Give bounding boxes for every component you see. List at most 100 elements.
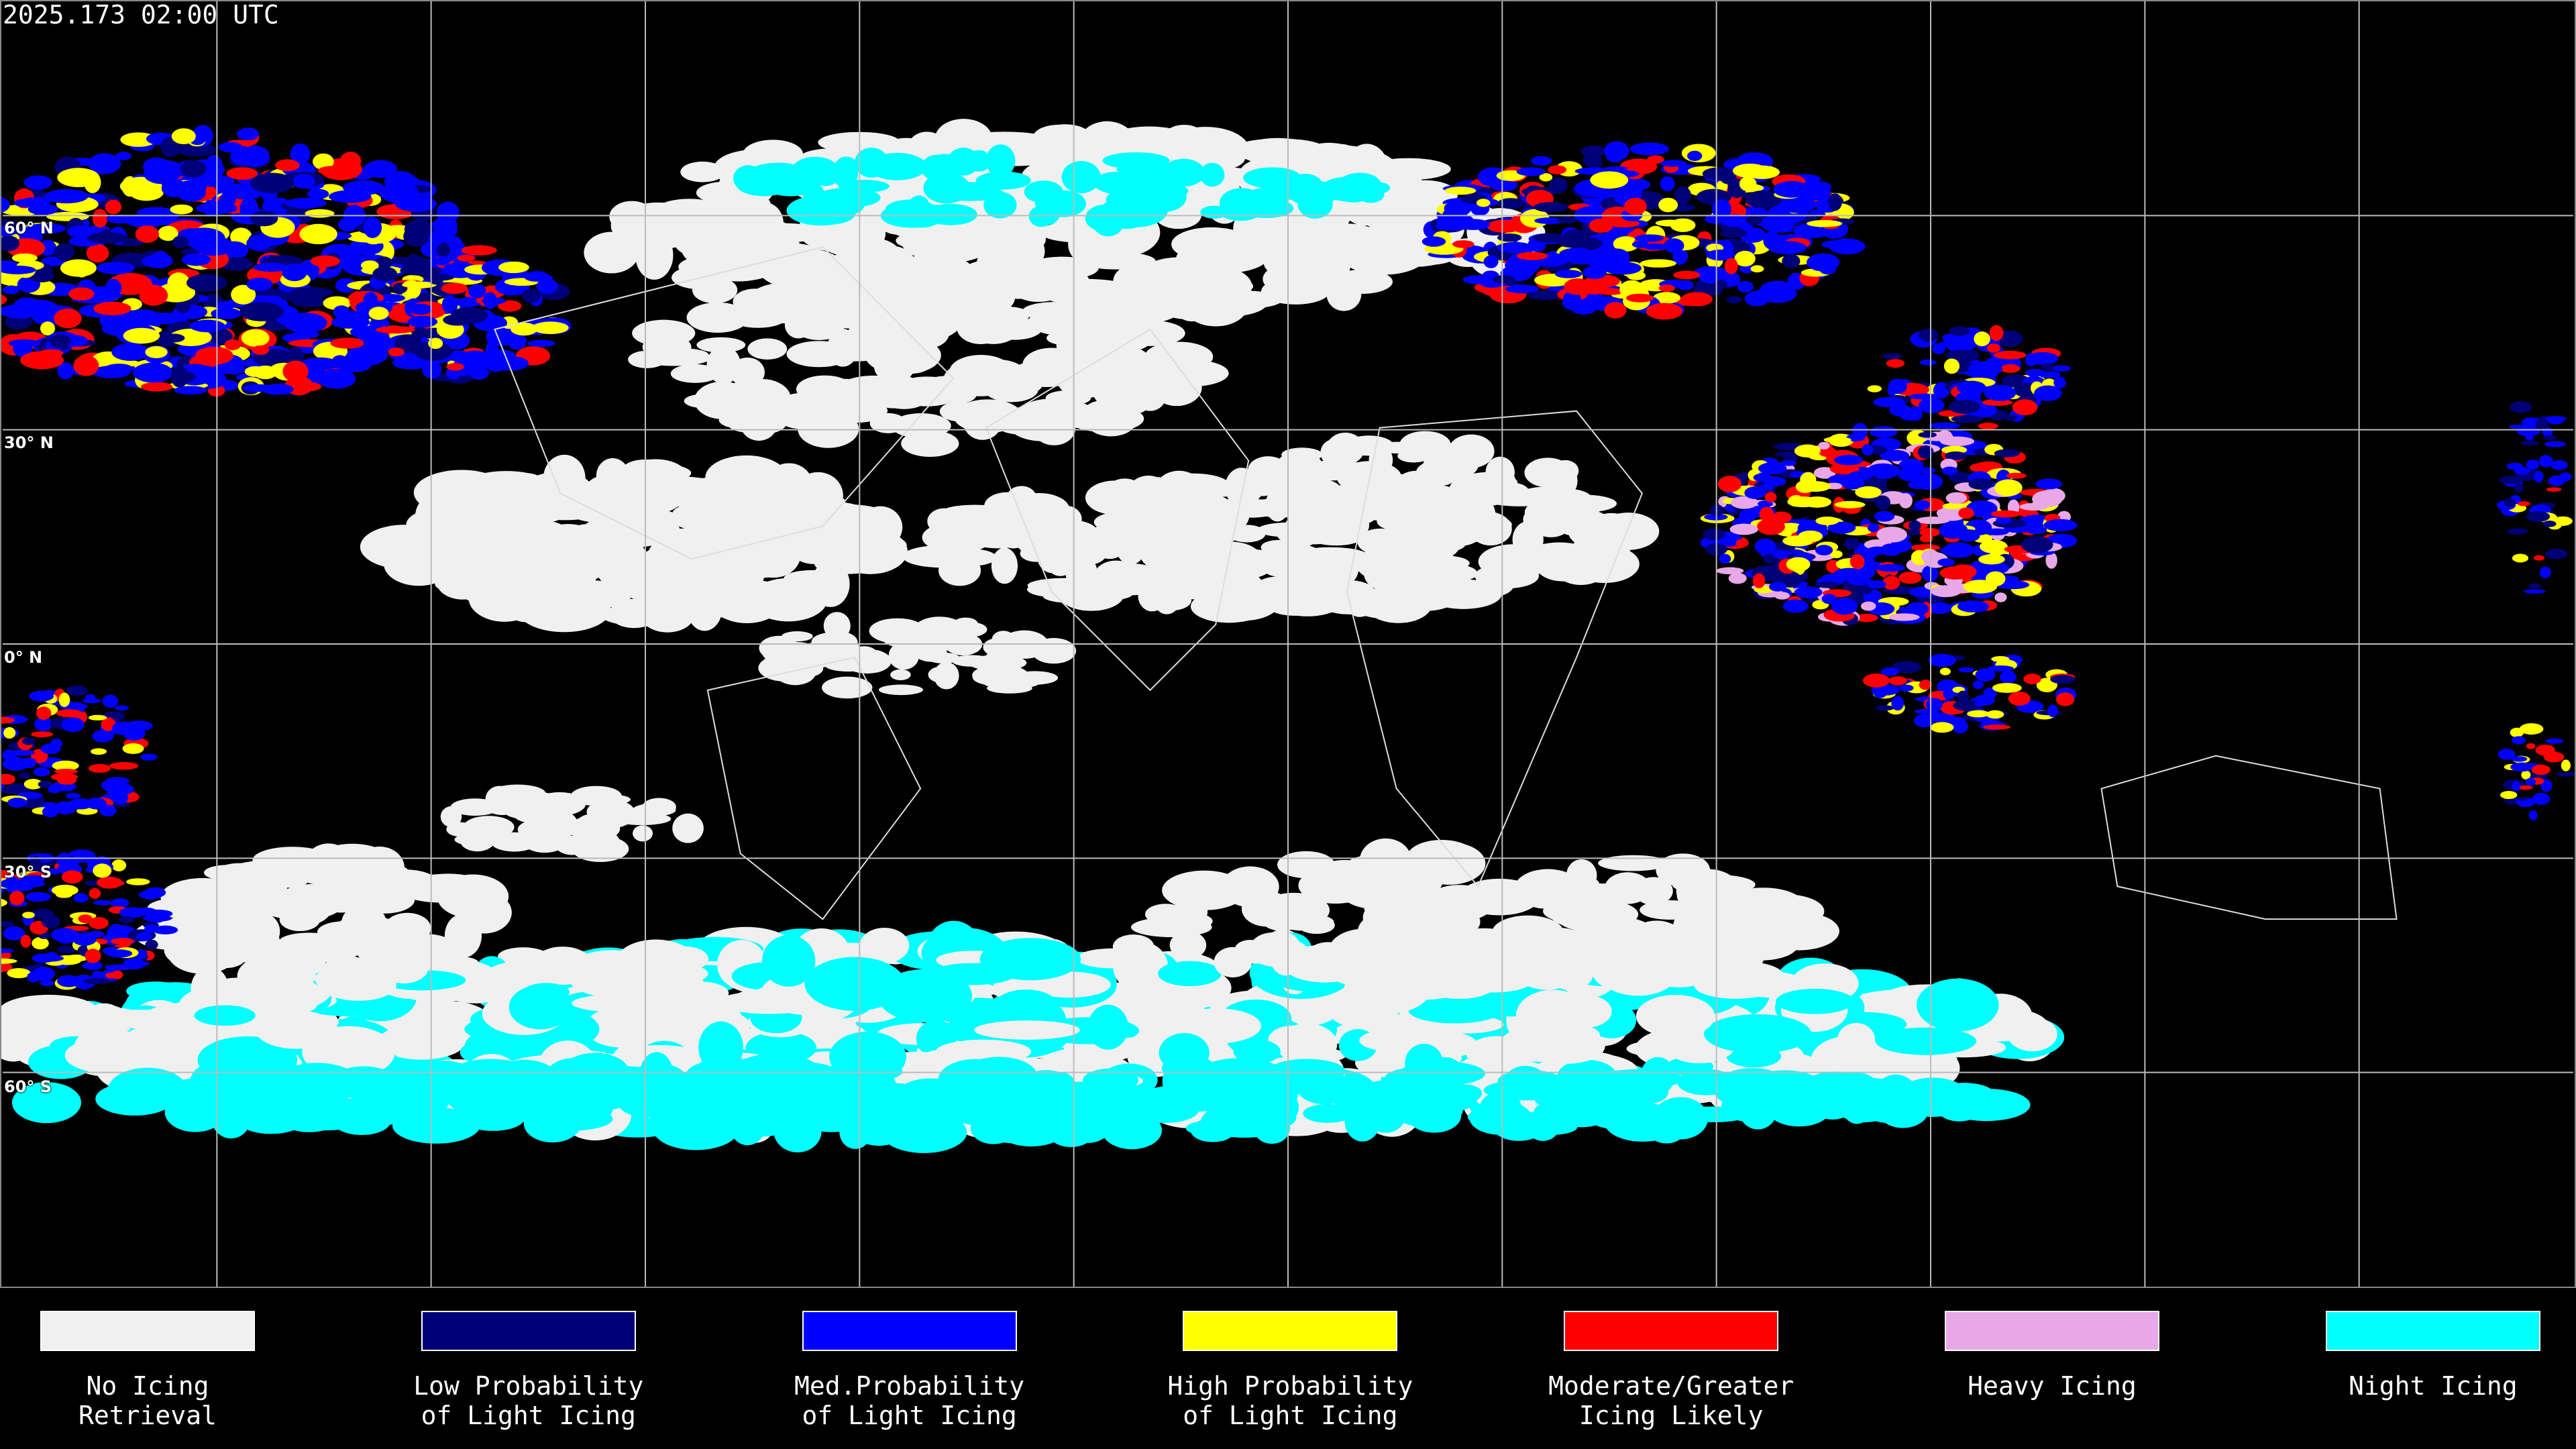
icing-patch (1554, 270, 1582, 278)
icing-patch (1957, 600, 1990, 613)
icing-patch (1882, 576, 1900, 590)
icing-patch (1267, 176, 1292, 205)
icing-patch (2525, 777, 2536, 786)
icing-patch (1919, 535, 1933, 543)
icing-patch (2032, 490, 2063, 508)
icing-patch (300, 357, 339, 371)
icing-patch (1497, 198, 1525, 209)
icing-patch (598, 796, 627, 811)
icing-patch (536, 278, 559, 294)
icing-patch (775, 500, 873, 532)
icing-patch (1444, 517, 1503, 537)
icing-patch (81, 963, 100, 969)
icing-patch (20, 351, 64, 370)
icing-patch (1582, 266, 1607, 280)
icing-patch (508, 985, 572, 1030)
icing-patch (405, 254, 421, 272)
icing-patch (54, 768, 78, 774)
icing-patch (1957, 380, 1986, 395)
icing-patch (111, 859, 127, 871)
icing-patch (523, 1105, 582, 1142)
icing-patch (1984, 384, 2017, 401)
icing-patch (1874, 511, 1895, 522)
icing-patch (118, 916, 135, 923)
icing-patch (425, 221, 458, 240)
icing-patch (1526, 927, 1590, 963)
icing-patch (585, 815, 613, 832)
icing-patch (2512, 553, 2529, 563)
icing-patch (2518, 796, 2528, 801)
icing-patch (1943, 335, 1956, 345)
icing-patch (1750, 265, 1764, 273)
icing-patch (1598, 855, 1669, 871)
icing-patch (215, 301, 237, 309)
icing-patch (1102, 1111, 1163, 1150)
icing-patch (2514, 483, 2524, 493)
icing-patch (285, 197, 327, 209)
icing-patch (56, 945, 76, 953)
icing-patch (1531, 542, 1588, 561)
icing-patch (396, 874, 485, 903)
icing-patch (1509, 262, 1535, 279)
icing-patch (1676, 1106, 1750, 1122)
icing-patch (1949, 326, 1970, 336)
icing-patch (204, 902, 271, 919)
icing-patch (2528, 583, 2541, 589)
icing-patch (52, 760, 79, 771)
icing-patch (1917, 445, 1934, 459)
icing-patch (176, 143, 216, 157)
icing-patch (2050, 675, 2076, 684)
icing-patch (949, 621, 987, 637)
icing-patch (9, 890, 25, 906)
icing-patch (1823, 437, 1851, 443)
icing-patch (1888, 613, 1920, 621)
icing-patch (1693, 266, 1729, 280)
icing-patch (23, 175, 52, 190)
icing-patch (1061, 161, 1101, 193)
icing-patch (1774, 592, 1790, 600)
icing-patch (1634, 234, 1664, 242)
icing-patch (105, 199, 121, 215)
icing-patch (139, 284, 168, 306)
legend-swatch (2325, 1311, 2540, 1351)
icing-patch (3, 727, 16, 739)
icing-patch (73, 355, 99, 376)
icing-patch (38, 863, 50, 875)
icing-patch (90, 1010, 190, 1029)
icing-patch (30, 855, 42, 869)
icing-patch (2519, 723, 2544, 735)
icing-patch (360, 260, 379, 270)
icing-patch (87, 232, 129, 244)
icing-patch (1176, 241, 1268, 274)
icing-patch (1162, 478, 1191, 498)
icing-patch (68, 287, 95, 301)
icing-patch (1589, 218, 1613, 233)
icing-patch (1744, 290, 1770, 307)
icing-patch (714, 1099, 802, 1137)
icing-patch (2524, 589, 2546, 594)
icing-patch (1113, 941, 1169, 992)
icing-patch (1760, 484, 1774, 490)
icing-patch (2544, 441, 2567, 447)
icing-patch (1875, 495, 1891, 510)
icing-patch (2518, 501, 2530, 506)
icing-patch (686, 302, 749, 333)
icing-patch (1943, 542, 1975, 558)
icing-patch (1719, 553, 1731, 564)
icing-patch (317, 368, 356, 389)
icing-patch (5, 876, 19, 888)
icing-patch (2012, 399, 2038, 416)
icing-patch (633, 825, 653, 842)
icing-patch (48, 868, 60, 875)
icing-patch (841, 681, 868, 694)
icing-patch (1226, 949, 1282, 964)
icing-patch (680, 161, 725, 182)
icing-patch (725, 217, 792, 245)
icing-patch (1476, 199, 1491, 207)
icing-patch (5, 315, 32, 330)
icing-patch (1716, 567, 1744, 575)
icing-patch (816, 400, 843, 437)
icing-patch (1992, 683, 2022, 693)
legend-label-line2: of Light Icing (802, 1401, 1017, 1430)
icing-patch (1994, 449, 2020, 458)
